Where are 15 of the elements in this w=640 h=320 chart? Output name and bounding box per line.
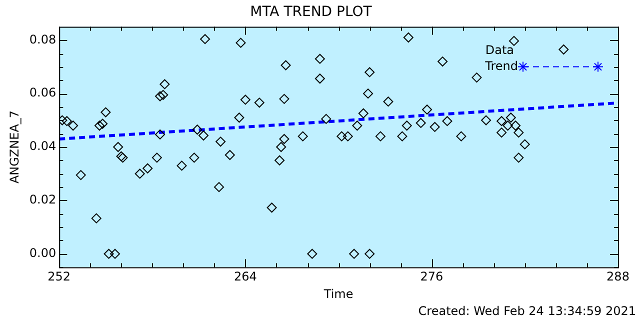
y-tick-label: 0.04 [29,139,56,154]
series-label: Data [485,42,514,57]
y-tick-label: 0.06 [29,86,56,100]
chart-title: MTA TREND PLOT [250,4,372,20]
y-tick-label: 0.08 [29,32,56,46]
x-tick-label: 264 [234,270,257,284]
x-tick-label: 252 [48,270,71,284]
y-tick-label: 0.02 [29,192,56,207]
y-tick-label: 0.00 [29,246,56,260]
x-tick-label: 288 [606,270,630,284]
legend-label: Trend [484,58,518,73]
x-tick-label: 276 [420,270,444,284]
text: Created: Wed Feb 24 13:34:59 2021 [418,304,636,318]
y-axis-title: ANGZNEA_7 [7,110,22,184]
x-axis-title: Time [322,286,354,301]
